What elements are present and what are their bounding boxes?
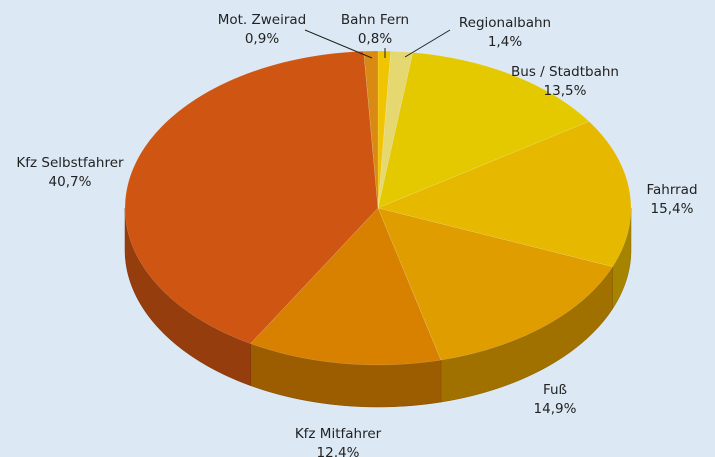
slice-label: Bus / Stadtbahn [511,64,619,80]
slice [363,50,379,209]
slice-value-label: 40,7% [49,174,92,190]
slice-value-label: 14,9% [534,401,577,417]
slice-label: Regionalbahn [459,15,551,31]
slice-label: Fuß [543,382,567,398]
slice-label: Mot. Zweirad [218,12,307,28]
slice [377,121,632,267]
slice [377,52,590,209]
slice-label: Bahn Fern [341,12,409,28]
slice-value-label: 0,9% [245,31,279,47]
slice-label: Kfz Selbstfahrer [16,155,124,171]
slice-value-label: 15,4% [651,201,694,217]
slice [250,207,442,366]
slice-value-label: 12,4% [317,445,360,457]
slice [124,50,379,344]
slice-label: Fahrrad [646,182,697,198]
leader-line [304,29,373,59]
slice-value-label: 13,5% [544,83,587,99]
slice-value-label: 0,8% [358,31,392,47]
leader-line [404,29,451,58]
slice-value-label: 1,4% [488,34,522,50]
slice-label: Kfz Mitfahrer [295,426,382,442]
slice [377,207,614,361]
